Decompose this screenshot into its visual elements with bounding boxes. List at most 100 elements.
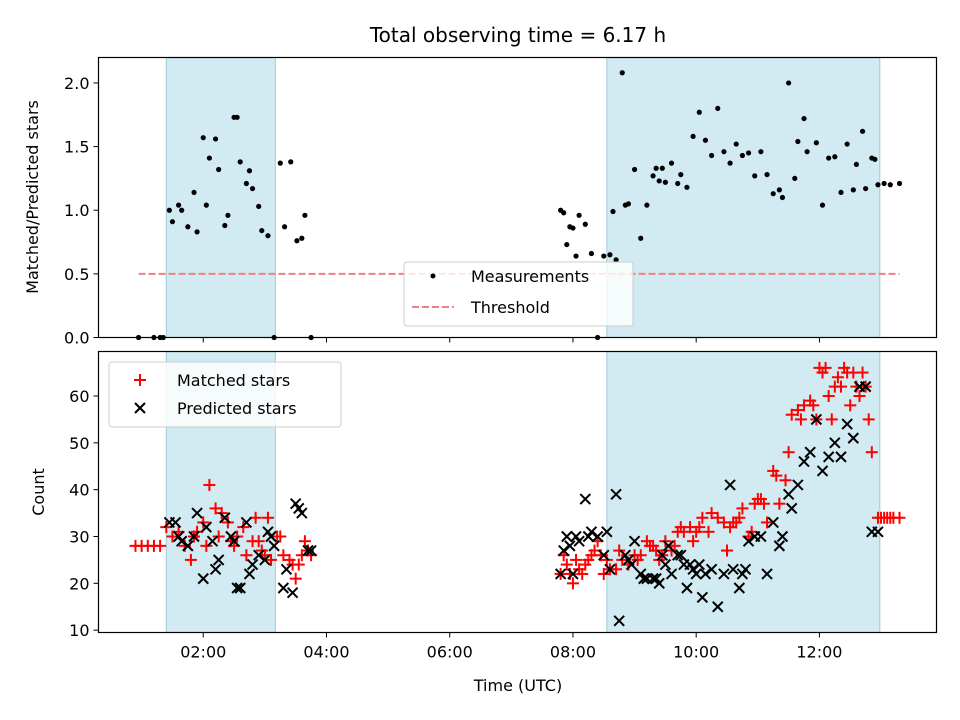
measurement-point	[570, 225, 576, 231]
matched-star-point	[865, 446, 878, 459]
predicted-star-point	[872, 526, 884, 538]
shaded-region	[165, 57, 276, 338]
predicted-star-point	[567, 568, 579, 580]
matched-star-point	[659, 535, 672, 548]
measurement-point	[281, 224, 288, 230]
matched-star-point	[668, 539, 681, 552]
matched-star-point	[613, 544, 626, 557]
predicted-star-point	[847, 432, 860, 444]
measurement-point	[625, 201, 632, 207]
matched-star-point	[200, 539, 213, 552]
x-tick-label: 12:00	[796, 643, 842, 662]
measurement-point	[715, 105, 721, 112]
measurement-point	[294, 238, 300, 244]
measurement-point	[662, 179, 668, 185]
matched-star-point	[274, 530, 287, 543]
predicted-star-point	[564, 540, 576, 552]
measurement-point	[176, 202, 182, 208]
measurement-point	[234, 114, 240, 120]
measurement-point	[887, 182, 893, 188]
measurement-point	[745, 150, 752, 156]
y-tick-label: 50	[69, 434, 89, 453]
predicted-star-point	[841, 418, 853, 430]
measurement-point	[656, 178, 662, 184]
predicted-star-point	[671, 549, 684, 561]
predicted-star-point	[656, 549, 669, 561]
x-tick-label: 02:00	[180, 643, 226, 662]
matched-star-point	[298, 535, 311, 548]
measurement-point	[638, 235, 644, 241]
measurement-point	[185, 224, 191, 230]
measurement-point	[302, 212, 308, 218]
top-y-ticks: 0.0 0.5 1.0 1.5 2.0	[64, 74, 99, 348]
matched-star-point	[677, 525, 690, 538]
matched-star-point	[237, 521, 250, 534]
measurement-point	[644, 202, 650, 208]
matched-star-point	[711, 511, 724, 524]
predicted-star-point	[585, 526, 598, 538]
measurement-point	[826, 155, 832, 161]
top-plot-frame	[97, 56, 938, 339]
y-tick-label: 30	[69, 527, 89, 546]
predicted-star-point	[234, 582, 246, 594]
matched-star-point	[650, 544, 663, 557]
measurement-point	[256, 203, 262, 210]
legend-matched-marker	[134, 374, 146, 386]
matched-star-point	[733, 511, 746, 524]
matched-star-point	[862, 413, 875, 426]
predicted-star-point	[212, 554, 225, 566]
predicted-star-point	[816, 465, 829, 477]
matched-star-point	[785, 408, 798, 421]
matched-star-point	[779, 474, 792, 487]
predicted-star-point	[601, 526, 613, 538]
predicted-star-point	[209, 563, 222, 575]
measurement-point	[200, 135, 206, 141]
legend-matched-label: Matched stars	[177, 371, 290, 390]
predicted-star-point	[798, 455, 810, 468]
bottom-y-ticks: 10 20 30 40 50 60	[69, 387, 99, 640]
measurement-point	[653, 165, 659, 171]
measurement-point	[795, 138, 801, 145]
matched-star-point	[231, 530, 244, 543]
measurement-point	[786, 80, 792, 86]
predicted-star-point	[727, 563, 739, 575]
matched-star-point	[212, 530, 225, 543]
predicted-star-point	[647, 572, 659, 585]
legend-predicted-label: Predicted stars	[177, 399, 297, 418]
predicted-star-point	[829, 437, 841, 449]
predicted-star-point	[659, 558, 672, 571]
matched-star-point	[634, 549, 647, 562]
predicted-star-point	[690, 568, 702, 580]
predicted-star-point	[286, 586, 299, 599]
predicted-star-point	[554, 568, 567, 580]
measurement-point	[650, 173, 656, 179]
predicted-star-point	[240, 516, 253, 529]
matched-star-point	[834, 380, 847, 393]
bottom-y-axis-label: Count	[29, 468, 48, 516]
measurement-point	[564, 241, 570, 248]
measurement-point	[212, 136, 219, 142]
predicted-star-point	[231, 582, 243, 594]
x-tick-label: 04:00	[303, 643, 349, 662]
predicted-stars-series	[163, 380, 884, 627]
measurement-point	[573, 253, 579, 259]
measurement-point	[764, 171, 770, 178]
y-tick-label: 1.5	[64, 138, 89, 157]
measurement-point	[191, 189, 197, 196]
measurement-point	[299, 235, 305, 241]
matched-star-point	[761, 516, 774, 529]
matched-star-point	[819, 361, 832, 374]
measurement-point	[222, 222, 228, 229]
legend-measurements-label: Measurements	[471, 267, 589, 286]
predicted-star-point	[773, 540, 786, 552]
matched-star-point	[773, 497, 786, 510]
predicted-star-point	[604, 563, 616, 575]
measurement-point	[727, 160, 733, 166]
measurement-point	[179, 207, 185, 213]
measurement-point	[288, 159, 294, 165]
bottom-legend: Matched stars Predicted stars	[108, 361, 342, 428]
measurement-point	[265, 233, 271, 239]
measurement-point	[696, 109, 702, 115]
predicted-star-point	[265, 530, 277, 543]
